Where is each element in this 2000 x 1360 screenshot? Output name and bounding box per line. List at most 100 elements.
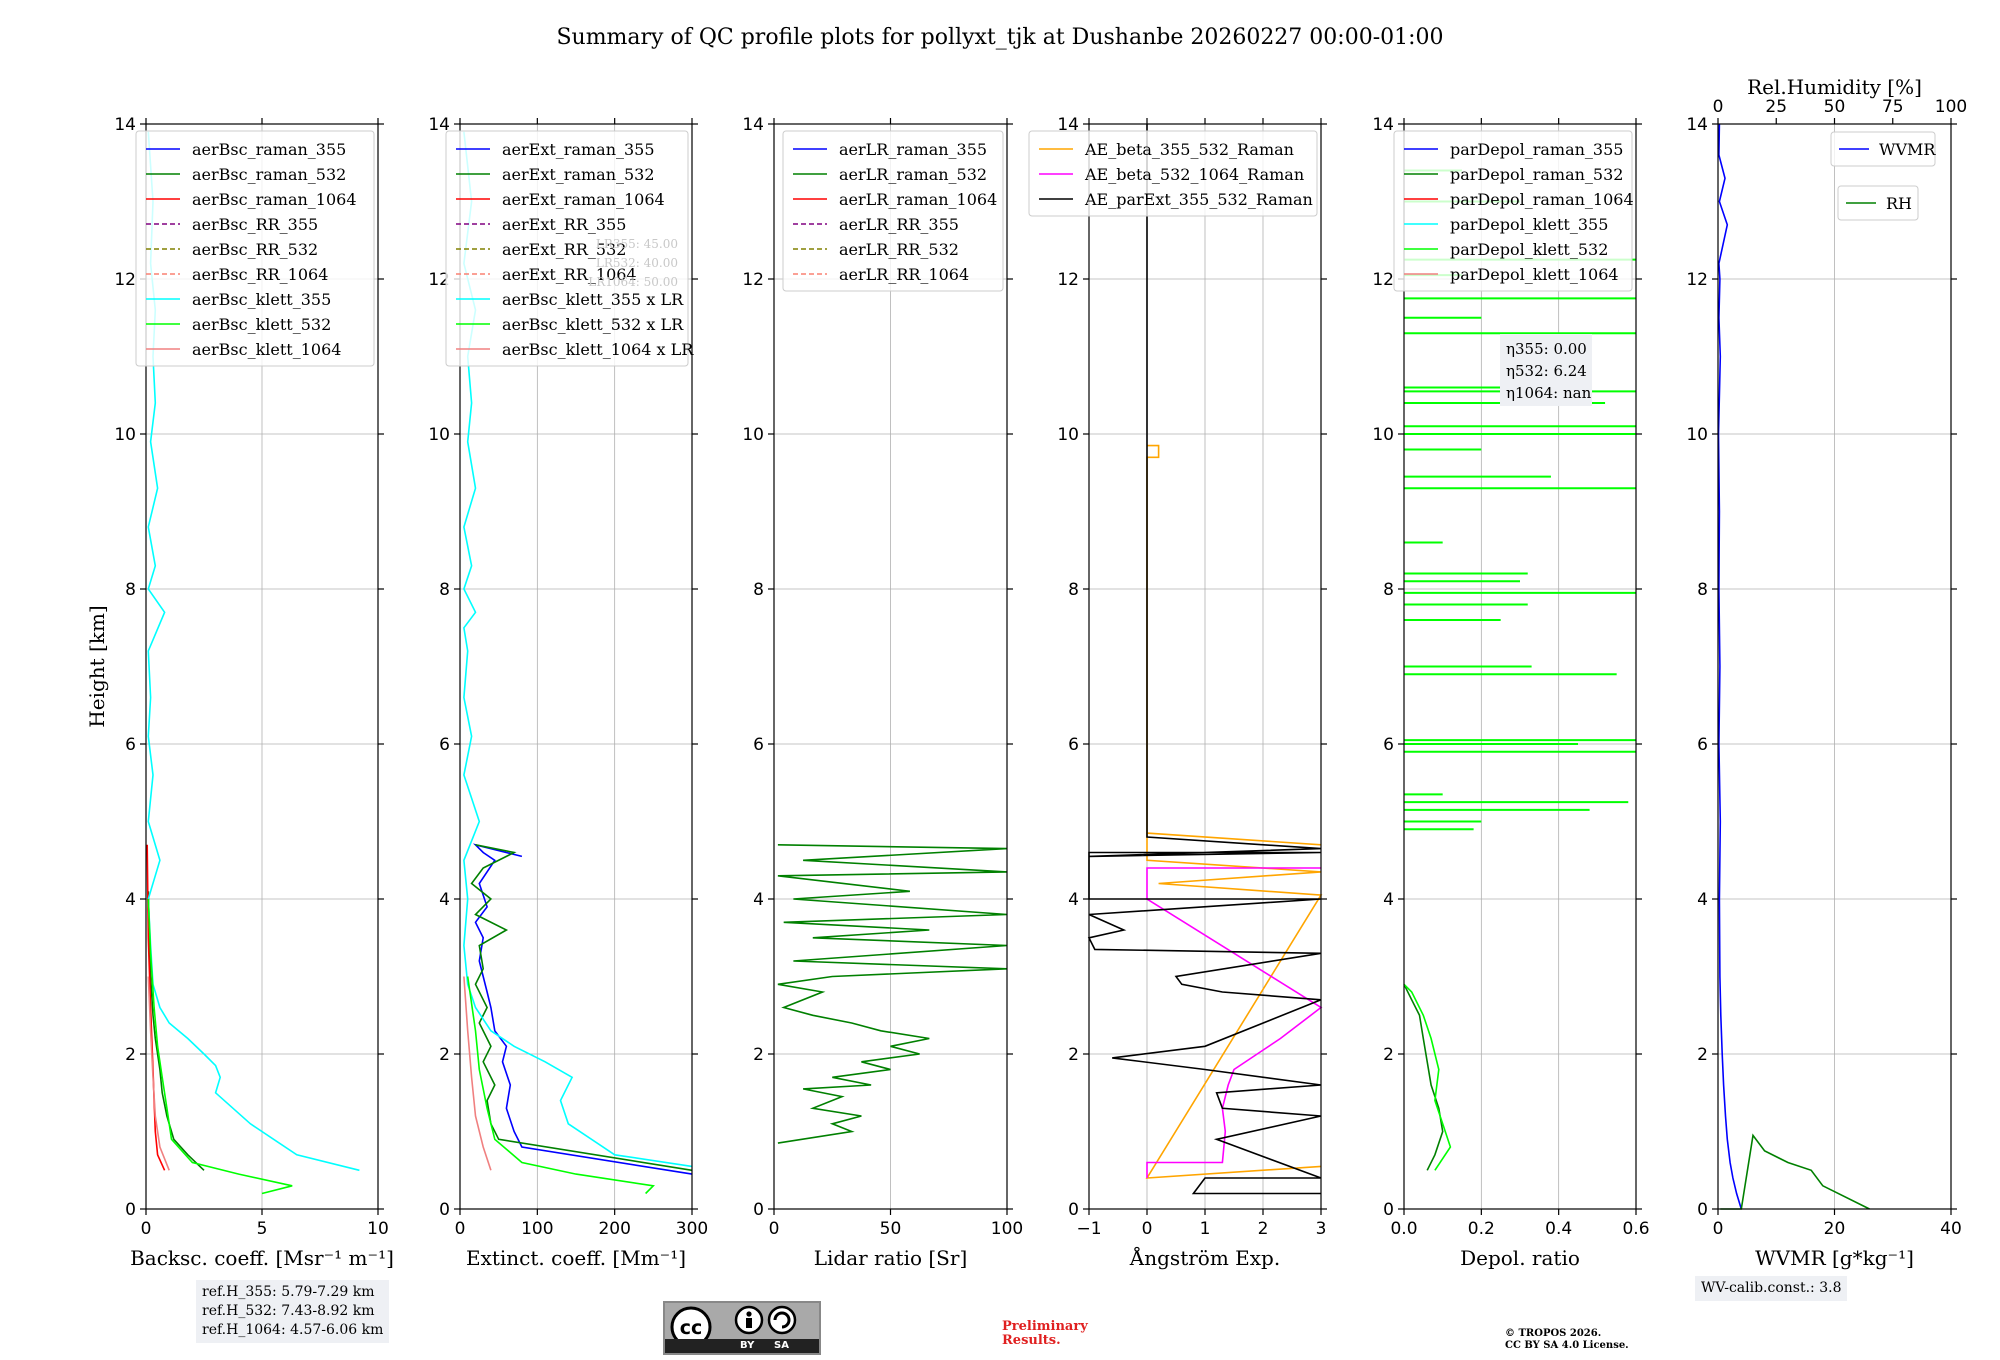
series-line-rh bbox=[1720, 1133, 1870, 1210]
legend-label-aerext-raman-1064: aerExt_raman_1064 bbox=[502, 190, 665, 209]
legend-label-ae-beta-532-1064-raman: AE_beta_532_1064_Raman bbox=[1084, 165, 1304, 184]
legend-label-aerbsc-rr-355: aerBsc_RR_355 bbox=[192, 215, 318, 234]
x-tick-label: 0 bbox=[769, 1219, 780, 1239]
x-tick-label: 10 bbox=[367, 1219, 389, 1239]
y-tick-label: 4 bbox=[1383, 890, 1394, 910]
series-line-ae-beta-532-1064-raman bbox=[1146, 867, 1323, 1178]
legend-label-aerbsc-rr-1064: aerBsc_RR_1064 bbox=[192, 265, 328, 284]
y-tick-label: 6 bbox=[125, 735, 136, 755]
preliminary-note: Preliminary Results. bbox=[1002, 1320, 1088, 1348]
y-tick-label: 0 bbox=[1697, 1200, 1708, 1220]
legend-label-pardepol-raman-355: parDepol_raman_355 bbox=[1450, 140, 1623, 159]
y-tick-label: 2 bbox=[1697, 1045, 1708, 1065]
series-line-aerbsc-klett-532 bbox=[147, 898, 293, 1195]
legend-label-aerbsc-raman-1064: aerBsc_raman_1064 bbox=[192, 190, 357, 209]
y-tick-label: 0 bbox=[125, 1200, 136, 1220]
ref-height-355: ref.H_355: 5.79-7.29 km bbox=[202, 1284, 375, 1300]
y-tick-label: 10 bbox=[1372, 425, 1394, 445]
cc-by-label: BY bbox=[740, 1340, 755, 1351]
legend-label-aerbsc-klett-355-x-lr: aerBsc_klett_355 x LR bbox=[502, 290, 684, 309]
series-line-aerext-raman-355 bbox=[472, 843, 693, 1175]
y-tick-label: 14 bbox=[114, 115, 136, 135]
y-tick-label: 10 bbox=[742, 425, 764, 445]
cc-logo-text: cc bbox=[680, 1317, 703, 1339]
y-tick-label: 12 bbox=[428, 270, 450, 290]
copyright-line-1: © TROPOS 2026. bbox=[1505, 1328, 1602, 1339]
wv-calibration-box: WV-calib.const.: 3.8 bbox=[1695, 1276, 1848, 1301]
panel-lr: 0 50 100 0 2 4 6 8 10 12 14 Lidar ratio [Sr] aerLR_r… bbox=[742, 115, 1023, 1270]
preliminary-line-1: Preliminary bbox=[1002, 1319, 1088, 1334]
x2-tick-label: 0 bbox=[1713, 97, 1724, 117]
axes-frame bbox=[459, 123, 693, 1210]
x-tick-label: 0 bbox=[141, 1219, 152, 1239]
x2-axis-label: Rel.Humidity [%] bbox=[1747, 75, 1922, 99]
ref-height-1064: ref.H_1064: 4.57-6.06 km bbox=[202, 1322, 384, 1338]
legend-label-aerext-rr-1064: aerExt_RR_1064 bbox=[502, 265, 637, 284]
legend-label-aerlr-rr-532: aerLR_RR_532 bbox=[839, 240, 959, 259]
legend-label-aerlr-raman-532: aerLR_raman_532 bbox=[839, 165, 987, 184]
panel-bsc: 0 5 10 0 2 4 6 8 10 12 14 Backsc. coeff. [Msr⁻¹ m⁻¹… bbox=[85, 115, 394, 1270]
y-tick-label: 6 bbox=[753, 735, 764, 755]
legend-label-aerbsc-raman-355: aerBsc_raman_355 bbox=[192, 140, 346, 159]
y-tick-label: 6 bbox=[439, 735, 450, 755]
eta-annotation-1: η532: 6.24 bbox=[1506, 362, 1587, 380]
legend-frame bbox=[135, 130, 375, 367]
y-tick-label: 0 bbox=[439, 1200, 450, 1220]
y-tick-label: 14 bbox=[742, 115, 764, 135]
y-tick-label: 4 bbox=[1068, 890, 1079, 910]
series-line-aerbsc-klett-1064 bbox=[147, 976, 170, 1171]
legend: AE_beta_355_532_Raman AE_beta_532_1064_Ra… bbox=[1028, 130, 1318, 217]
y-tick-label: 8 bbox=[753, 580, 764, 600]
x-tick-label: 0.6 bbox=[1622, 1219, 1649, 1239]
y-tick-label: 14 bbox=[428, 115, 450, 135]
x-axis-label: Ångström Exp. bbox=[1129, 1245, 1280, 1270]
y-tick-label: 12 bbox=[114, 270, 136, 290]
legend-frame bbox=[1028, 130, 1318, 217]
lr-annotation-2: LR1064: 50.00 bbox=[588, 275, 678, 289]
y-tick-label: 4 bbox=[439, 890, 450, 910]
sa-icon bbox=[767, 1305, 797, 1335]
series-line-wvmr bbox=[1717, 123, 1743, 1210]
y-axis-label: Height [km] bbox=[85, 605, 109, 727]
y-tick-label: 8 bbox=[125, 580, 136, 600]
y-tick-label: 6 bbox=[1697, 735, 1708, 755]
y-tick-label: 14 bbox=[1057, 115, 1079, 135]
y-tick-label: 6 bbox=[1068, 735, 1079, 755]
y-tick-label: 0 bbox=[753, 1200, 764, 1220]
y-tick-label: 8 bbox=[439, 580, 450, 600]
x-tick-label: 0.4 bbox=[1545, 1219, 1572, 1239]
x-tick-label: 300 bbox=[676, 1219, 708, 1239]
series-line-ae-parext-355-532-raman bbox=[1087, 124, 1322, 1195]
legend-label-aerbsc-klett-532: aerBsc_klett_532 bbox=[192, 315, 331, 334]
x-tick-label: 200 bbox=[598, 1219, 630, 1239]
series-line-aerbsc-klett-1064-x-lr bbox=[463, 976, 492, 1171]
legend-frame bbox=[1393, 130, 1633, 292]
y-tick-label: 6 bbox=[1383, 735, 1394, 755]
legend-label-ae-beta-355-532-raman: AE_beta_355_532_Raman bbox=[1084, 140, 1294, 159]
y-tick-label: 10 bbox=[114, 425, 136, 445]
copyright-note: © TROPOS 2026. CC BY SA 4.0 License. bbox=[1505, 1328, 1629, 1352]
eta-annotation-2: η1064: nan bbox=[1506, 384, 1592, 402]
y-tick-label: 14 bbox=[1372, 115, 1394, 135]
series-line-aerbsc-klett-355 bbox=[147, 131, 360, 1172]
legend-label-aerext-raman-355: aerExt_raman_355 bbox=[502, 140, 655, 159]
legend-label-aerbsc-klett-1064-x-lr: aerBsc_klett_1064 x LR bbox=[502, 340, 694, 359]
x2-tick-label: 100 bbox=[1935, 97, 1967, 117]
legend: aerBsc_raman_355 aerBsc_raman_532 aerBsc_r… bbox=[135, 130, 375, 367]
series-line-aerbsc-raman-532 bbox=[147, 891, 205, 1171]
y-tick-label: 8 bbox=[1383, 580, 1394, 600]
series-line-aerlr-raman-532 bbox=[777, 844, 1008, 1144]
cc-logo: cc bbox=[670, 1305, 797, 1339]
eta-annotation-0: η355: 0.00 bbox=[1506, 340, 1587, 358]
legend-label-aerext-rr-355: aerExt_RR_355 bbox=[502, 215, 626, 234]
legend-label-aerlr-raman-1064: aerLR_raman_1064 bbox=[839, 190, 997, 209]
ref-height-532: ref.H_532: 7.43-8.92 km bbox=[202, 1303, 375, 1319]
x-tick-label: 50 bbox=[880, 1219, 902, 1239]
y-tick-label: 12 bbox=[1057, 270, 1079, 290]
figure-title: Summary of QC profile plots for pollyxt_… bbox=[556, 25, 1443, 50]
legend-label-aerbsc-klett-1064: aerBsc_klett_1064 bbox=[192, 340, 341, 359]
y-tick-label: 12 bbox=[742, 270, 764, 290]
lr-annotation-1: LR532: 40.00 bbox=[596, 256, 678, 270]
x-axis-label: WVMR [g*kg⁻¹] bbox=[1755, 1246, 1914, 1270]
